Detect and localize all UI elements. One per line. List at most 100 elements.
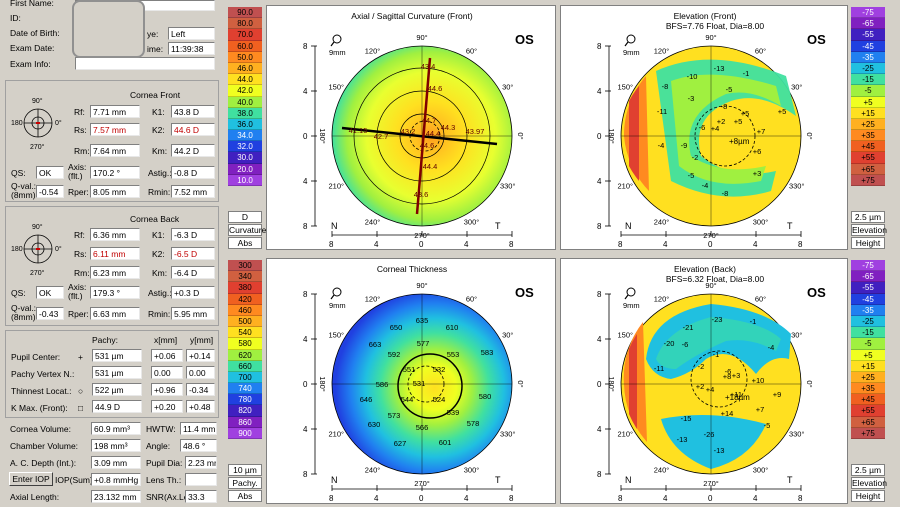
scale-step: 580 (228, 338, 262, 350)
scale-step: 34.0 (228, 130, 262, 142)
degree-label: 270° (703, 231, 719, 240)
map-subtitle: BFS=7.76 Float, Dia=8.00 (666, 21, 765, 31)
back-axis-label: Axis: (68, 282, 87, 292)
x-tick-label: 4 (753, 494, 758, 503)
back-astig-value: +0.3 D (171, 286, 215, 299)
ac-depth-label: A. C. Depth (Int.): (10, 458, 77, 468)
map-value-label: -5 (726, 85, 733, 94)
map-value-label: -4 (658, 141, 665, 150)
scale-step: +45 (851, 394, 885, 406)
thickness-name[interactable]: Pachy. (228, 477, 262, 489)
hwtw-value: 11.4 mm (180, 422, 217, 435)
scale-step: 380 (228, 282, 262, 294)
rs-label: Rs: (74, 125, 87, 135)
astig-value: -0.8 D (171, 166, 215, 179)
map-value-label: -6 (699, 123, 706, 132)
curvature-unit: D (228, 211, 262, 223)
map-value-label: 532 (433, 365, 446, 374)
svg-text:90°: 90° (32, 97, 43, 105)
iop-sum-value: +0.8 mmHg (91, 473, 141, 486)
thickness-color-scale[interactable]: 300 340 380 420 460 500 540 580 620 660 700 740 780 8… (228, 260, 262, 439)
elevation-back-name[interactable]: Elevation (851, 477, 887, 489)
scale-step: -65 (851, 18, 885, 30)
km-value: 44.2 D (171, 144, 215, 157)
pachy-vertex-x: 0.00 (151, 366, 183, 379)
snr-value: 33.3 (185, 490, 217, 503)
map-value-label: 43.4 (421, 62, 436, 71)
map-value-label: +4 (706, 385, 715, 394)
zoom-label: 9mm (329, 48, 346, 57)
thinnest-y: -0.34 (186, 383, 215, 396)
qval-label: Q-val.: (11, 181, 37, 191)
zoom-icon[interactable] (626, 287, 636, 297)
pupil-dia-value: 2.23 mm (185, 456, 217, 469)
map-value-label: 627 (394, 439, 407, 448)
time-label: ime: (147, 44, 164, 54)
svg-text:270°: 270° (30, 269, 45, 277)
map-value-label: -1 (743, 69, 750, 78)
scale-step: +25 (851, 371, 885, 384)
scale-step: 80.0 (228, 18, 262, 30)
scale-step: 38.0 (228, 107, 262, 119)
map-value-label: +3 (732, 371, 741, 380)
axial-curvature-map-panel[interactable]: Axial / Sagittal Curvature (Front) OS 9mm 8… (266, 5, 556, 250)
back-rs-label: Rs: (74, 249, 87, 259)
map-value-label: 43.6 (414, 190, 429, 199)
map-value-label: 551 (403, 365, 416, 374)
curvature-name[interactable]: Curvature (228, 224, 267, 236)
degree-label: 90° (705, 33, 716, 42)
map-value-label: +2 (717, 117, 726, 126)
degree-label: 0° (516, 132, 525, 139)
scale-step: 90.0 (228, 7, 262, 19)
flat-meridian (341, 126, 498, 146)
map-value-label: -13 (714, 446, 725, 455)
zoom-icon[interactable] (626, 34, 636, 44)
map-value-label: 566 (416, 423, 429, 432)
elevation-front-mode[interactable]: Height (851, 237, 885, 249)
elevation-back-map-panel[interactable]: Elevation (Back) BFS=6.32 Float, Dia=8.00… (560, 258, 848, 504)
enter-iop-button[interactable]: Enter IOP (9, 472, 53, 486)
exam-info-field[interactable] (75, 57, 215, 70)
map-value-label: -1 (750, 317, 757, 326)
y-tick-label: 0 (303, 380, 308, 389)
map-value-label: +5 (778, 107, 787, 116)
y-tick-label: 4 (303, 335, 308, 344)
kmax-x: +0.20 (151, 400, 183, 413)
eye-label: ye: (147, 29, 159, 39)
rs-value: 7.57 mm (90, 123, 140, 136)
y-tick-label: 4 (303, 87, 308, 96)
map-value-label: 553 (447, 350, 460, 359)
back-rm-label: Rm: (74, 268, 90, 278)
map-value-label: 580 (479, 392, 492, 401)
curvature-mode[interactable]: Abs (228, 237, 262, 249)
x-tick-label: 8 (329, 240, 334, 249)
zoom-icon[interactable] (332, 287, 342, 297)
map-value-label: -3 (688, 94, 695, 103)
lens-th-value (185, 473, 217, 486)
corneal-thickness-map-panel[interactable]: Corneal Thickness OS 9mm 8 4 0 4 8 8 4 0 4 8 N T 90° 270… (266, 258, 556, 504)
rmin-label: Rmin: (148, 187, 171, 197)
degree-label: 120° (654, 46, 670, 55)
angle-value: 48.6 ° (180, 439, 217, 452)
scale-step: 42.0 (228, 85, 262, 97)
degree-label: 90° (416, 281, 427, 290)
thickness-mode[interactable]: Abs (228, 490, 262, 502)
zoom-icon[interactable] (332, 34, 342, 44)
elevation-front-name[interactable]: Elevation (851, 224, 887, 236)
map-value-label: -8 (721, 102, 728, 111)
elevation-front-color-scale[interactable]: -75 -65 -55 -45 -35 -25 -15 -5 +5 +15 +25 +35 +45 +55… (851, 7, 885, 186)
qval-sub-label: (8mm) (11, 190, 36, 200)
k1-label: K1: (152, 107, 165, 117)
curvature-color-scale[interactable]: 90.0 80.0 70.0 60.0 50.0 46.0 44.0 42.0 40.0 38.0… (228, 7, 262, 186)
scale-step: -25 (851, 62, 885, 75)
map-value-label: 42.7 (374, 132, 389, 141)
degree-label: 210° (618, 182, 634, 191)
scale-step: -35 (851, 304, 885, 316)
map-value-label: -23 (712, 315, 723, 324)
elevation-front-unit: 2.5 µm (851, 211, 885, 223)
elevation-back-mode[interactable]: Height (851, 490, 885, 502)
first-name-label: First Name: (10, 0, 54, 8)
elevation-back-color-scale[interactable]: -75 -65 -55 -45 -35 -25 -15 -5 +5 +15 +25 +35 +45 +55… (851, 260, 885, 439)
rper-value: 8.05 mm (90, 185, 140, 198)
elevation-front-map-panel[interactable]: Elevation (Front) BFS=7.76 Float, Dia=8.0… (560, 5, 848, 250)
